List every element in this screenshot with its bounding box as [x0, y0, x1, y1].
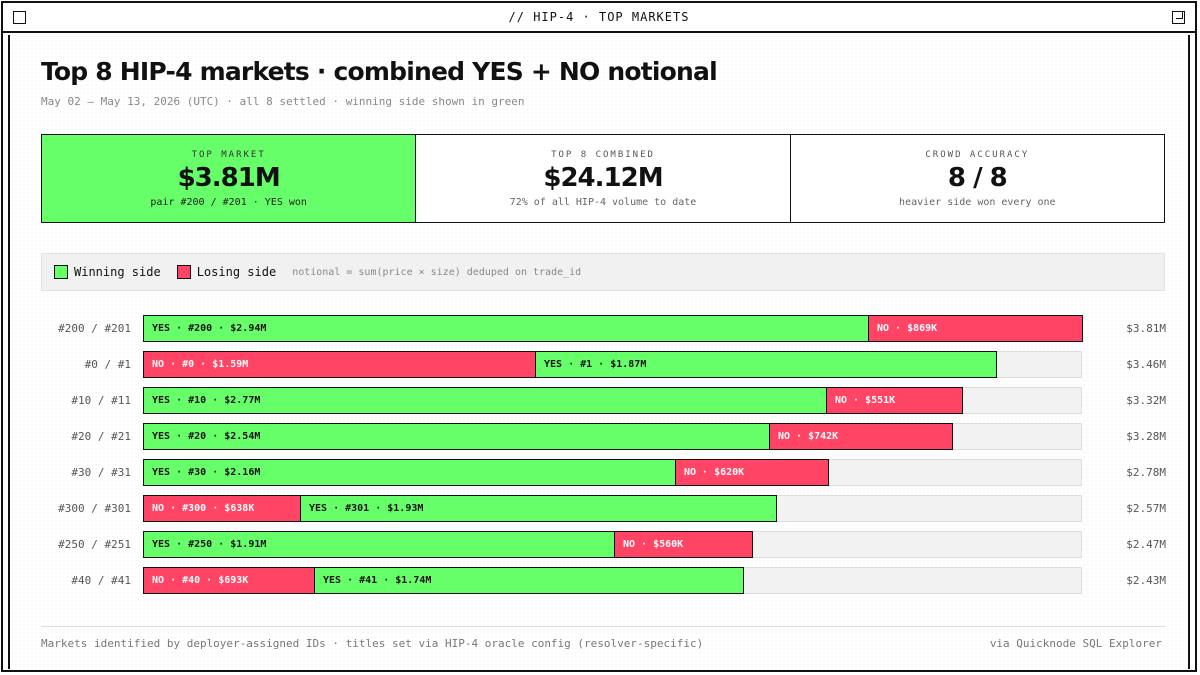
chart-row: #40 / #41 NO · #40 · $693K YES · #41 · $1.…: [10, 567, 1192, 594]
row-total: $3.28M: [1126, 430, 1166, 443]
row-label: #0 / #1: [84, 358, 131, 371]
row-label: #40 / #41: [71, 574, 131, 587]
bar-track: YES · #200 · $2.94M NO · $869K: [143, 315, 1083, 342]
chart-row: #10 / #11 YES · #10 · $2.77M NO · $551K $3.…: [10, 387, 1192, 414]
kpi-card-crowd-accuracy: CROWD ACCURACY 8 / 8 heavier side won ev…: [791, 135, 1164, 222]
bar-track: NO · #40 · $693K YES · #41 · $1.74M: [143, 567, 1082, 594]
chart-legend: Winning side Losing side notional = sum(…: [41, 253, 1165, 291]
bar-segment-winning[interactable]: YES · #250 · $1.91M: [143, 531, 615, 558]
dashboard-content: Top 8 HIP-4 markets · combined YES + NO …: [8, 35, 1190, 669]
chart-row: #300 / #301 NO · #300 · $638K YES · #301 ·…: [10, 495, 1192, 522]
legend-swatch-lose: [176, 265, 191, 279]
bar-segment-losing[interactable]: NO · $742K: [769, 423, 953, 450]
row-label: #20 / #21: [71, 430, 131, 443]
kpi-note: pair #200 / #201 · YES won: [150, 196, 307, 208]
page-subtitle: May 02 – May 13, 2026 (UTC) · all 8 sett…: [41, 95, 525, 108]
bar-segment-winning[interactable]: YES · #20 · $2.54M: [143, 423, 770, 450]
bar-segment-winning[interactable]: YES · #41 · $1.74M: [314, 567, 744, 594]
chart-row: #30 / #31 YES · #30 · $2.16M NO · $620K $2.…: [10, 459, 1192, 486]
bar-segment-losing[interactable]: NO · $551K: [826, 387, 963, 414]
legend-label-winning: Winning side: [74, 265, 161, 279]
row-label: #200 / #201: [58, 322, 131, 335]
stacked-bar-chart: #200 / #201 YES · #200 · $2.94M NO · $869K…: [10, 315, 1192, 605]
kpi-note: 72% of all HIP-4 volume to date: [509, 196, 697, 208]
bar-track: YES · #250 · $1.91M NO · $560K: [143, 531, 1082, 558]
bar-segment-losing[interactable]: NO · $620K: [675, 459, 829, 486]
bar-segment-losing[interactable]: NO · #0 · $1.59M: [143, 351, 536, 378]
kpi-value: 8 / 8: [947, 162, 1008, 193]
legend-label-losing: Losing side: [196, 265, 277, 279]
legend-swatch-win: [54, 265, 68, 279]
window-title: // HIP-4 · TOP MARKETS: [508, 10, 690, 24]
title-bar: // HIP-4 · TOP MARKETS: [3, 3, 1195, 33]
row-label: #300 / #301: [58, 502, 131, 515]
bar-segment-winning[interactable]: YES · #10 · $2.77M: [143, 387, 827, 414]
kpi-label: CROWD ACCURACY: [925, 149, 1030, 160]
kpi-value: $24.12M: [543, 162, 663, 193]
legend-note: notional = sum(price × size) deduped on …: [292, 266, 582, 278]
footer-note: Markets identified by deployer-assigned …: [41, 637, 704, 650]
row-total: $3.32M: [1126, 394, 1166, 407]
kpi-value: $3.81M: [177, 162, 281, 193]
legend-item-winning: Winning side: [54, 265, 161, 279]
kpi-cards: TOP MARKET $3.81M pair #200 / #201 · YES…: [41, 134, 1165, 223]
footer-divider: [41, 626, 1165, 627]
legend-item-losing: Losing side: [176, 265, 277, 279]
chart-row: #0 / #1 NO · #0 · $1.59M YES · #1 · $1.87M…: [10, 351, 1192, 378]
chart-row: #250 / #251 YES · #250 · $1.91M NO · $560K…: [10, 531, 1192, 558]
row-total: $3.81M: [1126, 322, 1166, 335]
bar-segment-winning[interactable]: YES · #301 · $1.93M: [300, 495, 777, 522]
bar-track: NO · #300 · $638K YES · #301 · $1.93M: [143, 495, 1082, 522]
bar-track: YES · #10 · $2.77M NO · $551K: [143, 387, 1082, 414]
row-total: $2.43M: [1126, 574, 1166, 587]
bar-segment-winning[interactable]: YES · #30 · $2.16M: [143, 459, 676, 486]
row-total: $3.46M: [1126, 358, 1166, 371]
kpi-card-top-market: TOP MARKET $3.81M pair #200 / #201 · YES…: [42, 135, 417, 222]
footer-source: via Quicknode SQL Explorer: [989, 637, 1162, 650]
kpi-note: heavier side won every one: [899, 196, 1056, 208]
bar-segment-losing[interactable]: NO · #300 · $638K: [143, 495, 301, 522]
kpi-label: TOP MARKET: [191, 149, 266, 160]
window-close-icon[interactable]: [13, 11, 26, 24]
bar-segment-winning[interactable]: YES · #200 · $2.94M: [143, 315, 869, 342]
row-total: $2.47M: [1126, 538, 1166, 551]
row-total: $2.78M: [1126, 466, 1166, 479]
row-label: #10 / #11: [71, 394, 131, 407]
chart-row: #200 / #201 YES · #200 · $2.94M NO · $869K…: [10, 315, 1192, 342]
row-label: #30 / #31: [71, 466, 131, 479]
bar-segment-winning[interactable]: YES · #1 · $1.87M: [535, 351, 997, 378]
window-maximize-icon[interactable]: [1172, 11, 1185, 24]
row-total: $2.57M: [1126, 502, 1166, 515]
kpi-label: TOP 8 COMBINED: [551, 149, 655, 160]
bar-track: NO · #0 · $1.59M YES · #1 · $1.87M: [143, 351, 1082, 378]
kpi-card-top8-combined: TOP 8 COMBINED $24.12M 72% of all HIP-4 …: [416, 135, 791, 222]
bar-track: YES · #30 · $2.16M NO · $620K: [143, 459, 1082, 486]
bar-segment-losing[interactable]: NO · #40 · $693K: [143, 567, 315, 594]
page-title: Top 8 HIP-4 markets · combined YES + NO …: [41, 57, 718, 86]
bar-track: YES · #20 · $2.54M NO · $742K: [143, 423, 1082, 450]
chart-row: #20 / #21 YES · #20 · $2.54M NO · $742K $3.…: [10, 423, 1192, 450]
bar-segment-losing[interactable]: NO · $560K: [614, 531, 753, 558]
row-label: #250 / #251: [58, 538, 131, 551]
bar-segment-losing[interactable]: NO · $869K: [868, 315, 1083, 342]
